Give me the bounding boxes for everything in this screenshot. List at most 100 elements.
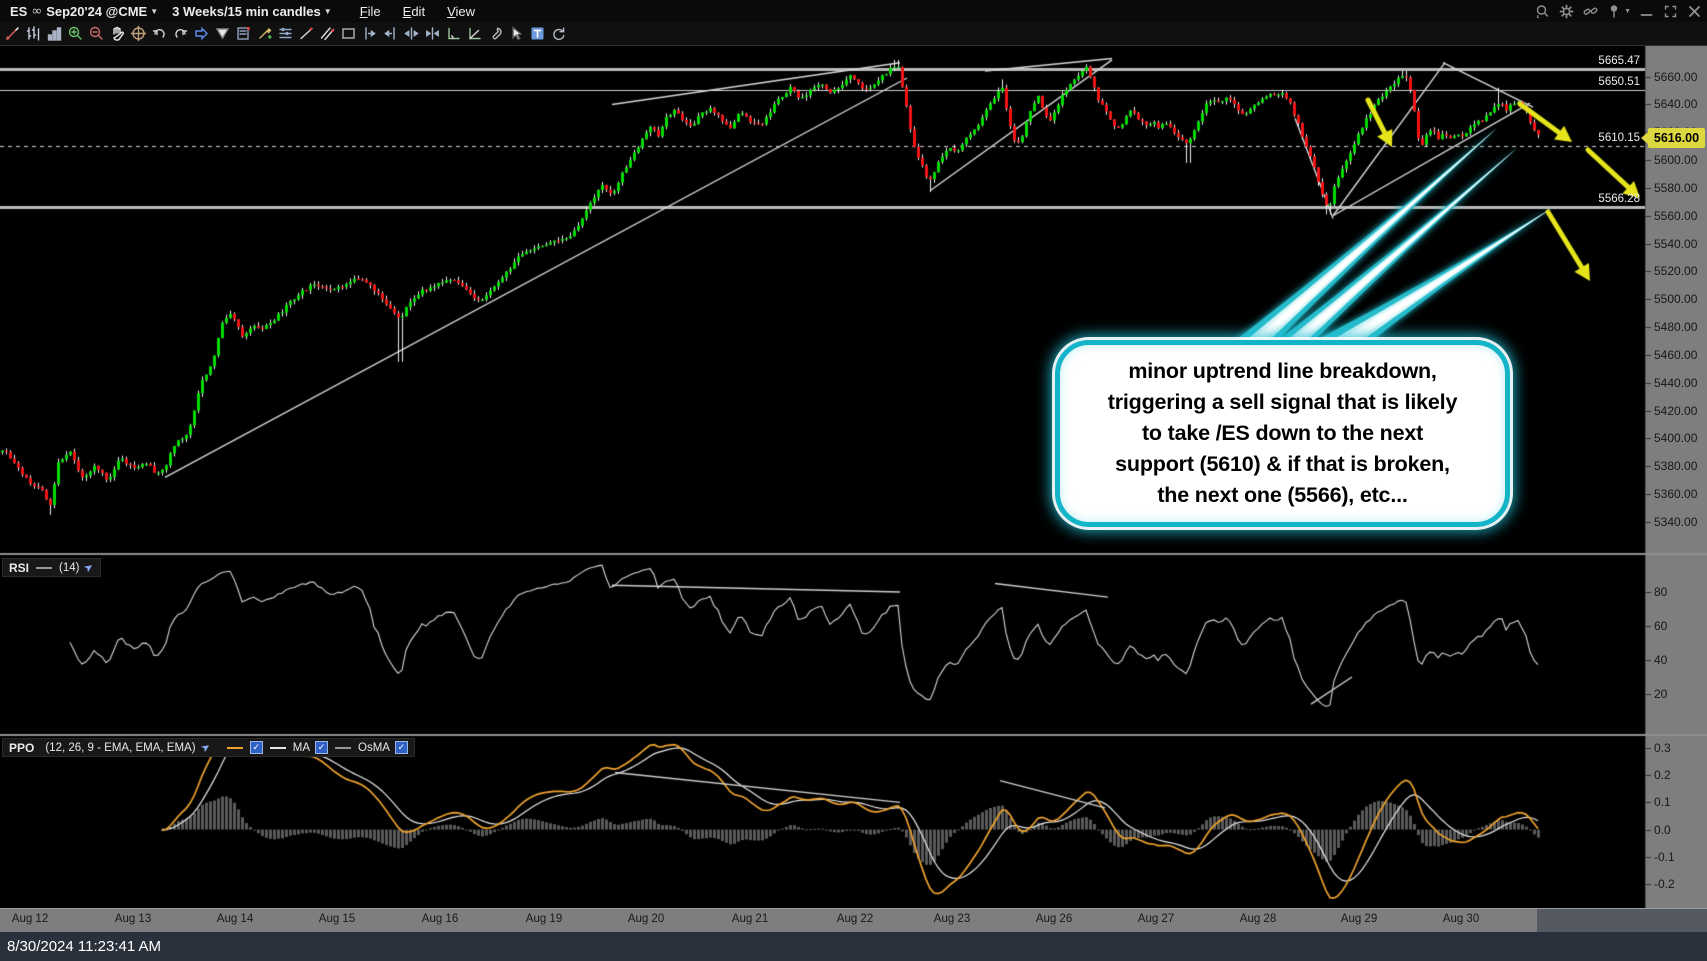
last-price-tag: 5616.00 [1641,127,1705,148]
wrench-settings-icon[interactable] [487,25,504,42]
date-label: Aug 21 [731,913,769,925]
shift-bars-right-icon[interactable] [361,25,378,42]
ppo-axis-tick: -0.2 [1654,877,1675,891]
callout-line: minor uptrend line breakdown, [1128,359,1437,383]
series-visibility-checkbox[interactable]: ✓ [249,741,263,754]
angle-tool-icon[interactable] [445,25,462,42]
title-bar: ES ∞ Sep20'24 @CME ▼ 3 Weeks/15 min cand… [0,0,1707,22]
date-label: Aug 15 [318,913,356,925]
date-axis: Aug 12 Aug 13 Aug 14 Aug 15 Aug 16 Aug 19 Aug … [0,908,1707,933]
date-label: Aug 20 [627,913,665,925]
date-label: Aug 29 [1340,913,1378,925]
trendline-tool-icon[interactable] [298,25,315,42]
rsi-axis-tick: 40 [1654,653,1668,667]
select-cursor-icon[interactable] [508,25,525,42]
price-axis-tick: 5640.00 [1654,97,1698,112]
series-swatch [226,746,243,749]
window-controls: ▼ [1534,0,1703,22]
date-label: Aug 19 [525,913,563,925]
price-level-label: 5650.51 [1598,75,1640,88]
chart-bars-icon[interactable] [25,25,42,42]
brush-tool-icon[interactable] [256,25,273,42]
date-label: Aug 27 [1137,913,1175,925]
price-level-label: 5665.47 [1598,55,1640,67]
date-label: Aug 22 [836,913,874,925]
series-swatch [335,746,351,749]
rectangle-tool-icon[interactable] [340,25,357,42]
decrease-spacing-icon[interactable] [403,25,420,42]
annotation-callout[interactable]: minor uptrend line breakdown, triggering… [1055,340,1510,527]
price-level-label: 5566.28 [1598,193,1640,205]
refresh-data-icon[interactable] [550,25,567,42]
ppo-axis-tick: 0.1 [1654,795,1671,810]
date-label: Aug 13 [114,913,152,925]
price-level-label: 5610.15 [1598,131,1640,144]
chart-histogram-icon[interactable] [46,25,63,42]
chevron-down-icon[interactable]: ▼ [150,6,159,16]
shift-bars-left-icon[interactable] [382,25,399,42]
next-session-zone [1537,909,1707,933]
parallel-lines-tool-icon[interactable] [319,25,336,42]
date-label: Aug 12 [11,913,49,925]
text-tool-icon[interactable] [529,25,546,42]
series-label: MA [292,741,310,754]
price-axis-tick: 5460.00 [1654,347,1698,362]
zoom-out-icon[interactable] [88,25,105,42]
price-axis-tick: 5480.00 [1654,320,1698,335]
pan-hand-icon[interactable] [109,25,126,42]
menu-edit[interactable]: Edit [402,3,426,19]
rsi-line-swatch [36,566,53,569]
timeframe-dropdown[interactable]: 3 Weeks/15 min candles [172,3,321,19]
callout-line: triggering a sell signal that is likely [1107,390,1458,414]
contract-dropdown[interactable]: Sep20'24 @CME [46,3,148,19]
filter-triangle-icon[interactable] [214,25,231,42]
chevron-down-icon[interactable]: ▼ [323,6,332,16]
date-label: Aug 30 [1442,913,1480,925]
study-adjust-hand-icon[interactable]: ➤ [198,740,213,756]
pin-window-icon[interactable]: ▼ [1606,3,1631,20]
zoom-in-icon[interactable] [67,25,84,42]
symbol-label: ES [10,3,28,19]
pointer-right-icon[interactable] [193,25,210,42]
close-icon[interactable] [1686,3,1703,20]
link-charts-icon[interactable] [1582,3,1599,20]
date-label: Aug 14 [216,913,254,925]
drawing-toolbar [0,22,1707,46]
ppo-legend-bar: PPO (12, 26, 9 - EMA, EMA, EMA) ➤ ✓ MA ✓ Os… [2,738,415,757]
price-axis-tick: 5360.00 [1654,486,1698,501]
price-axis-tick: 5500.00 [1654,292,1698,307]
crosshair-icon[interactable] [130,25,147,42]
drawing-pencil-icon[interactable] [4,25,21,42]
study-adjust-hand-icon[interactable]: ➤ [82,560,97,576]
ppo-params-label: (12, 26, 9 - EMA, EMA, EMA) [45,741,196,754]
series-visibility-checkbox[interactable]: ✓ [394,741,408,754]
ppo-axis-tick: 0.0 [1654,822,1671,837]
chevron-down-icon: ▼ [1624,7,1631,15]
menu-view[interactable]: View [447,3,476,19]
note-tool-icon[interactable] [235,25,252,42]
minimize-icon[interactable] [1638,3,1655,20]
undo-icon[interactable] [151,25,168,42]
symbol-search-icon[interactable] [1534,3,1551,20]
rsi-axis-tick: 60 [1654,619,1668,633]
price-levels-icon[interactable] [277,25,294,42]
price-axis-tick: 5380.00 [1654,459,1698,474]
price-axis-tick: 5580.00 [1654,180,1698,195]
date-label: Aug 26 [1035,913,1073,925]
rsi-period-label: (14) [59,561,80,574]
settings-gear-icon[interactable] [1558,3,1575,20]
increase-spacing-icon[interactable] [424,25,441,42]
price-axis-tick: 5540.00 [1654,236,1698,251]
date-label: Aug 16 [421,913,459,925]
callout-line: support (5610) & if that is broken, [1115,452,1450,476]
ppo-label: PPO [9,740,35,755]
series-visibility-checkbox[interactable]: ✓ [315,741,328,754]
angle-tool-2-icon[interactable] [466,25,483,42]
maximize-icon[interactable] [1662,3,1679,20]
ppo-axis-tick: 0.2 [1654,768,1671,783]
price-axis-tick: 5660.00 [1654,69,1698,84]
callout-line: to take /ES down to the next [1141,421,1424,445]
redo-icon[interactable] [172,25,189,42]
ppo-series-toggles: ✓ MA ✓ OsMA ✓ [225,741,408,754]
menu-file[interactable]: File [359,3,381,19]
